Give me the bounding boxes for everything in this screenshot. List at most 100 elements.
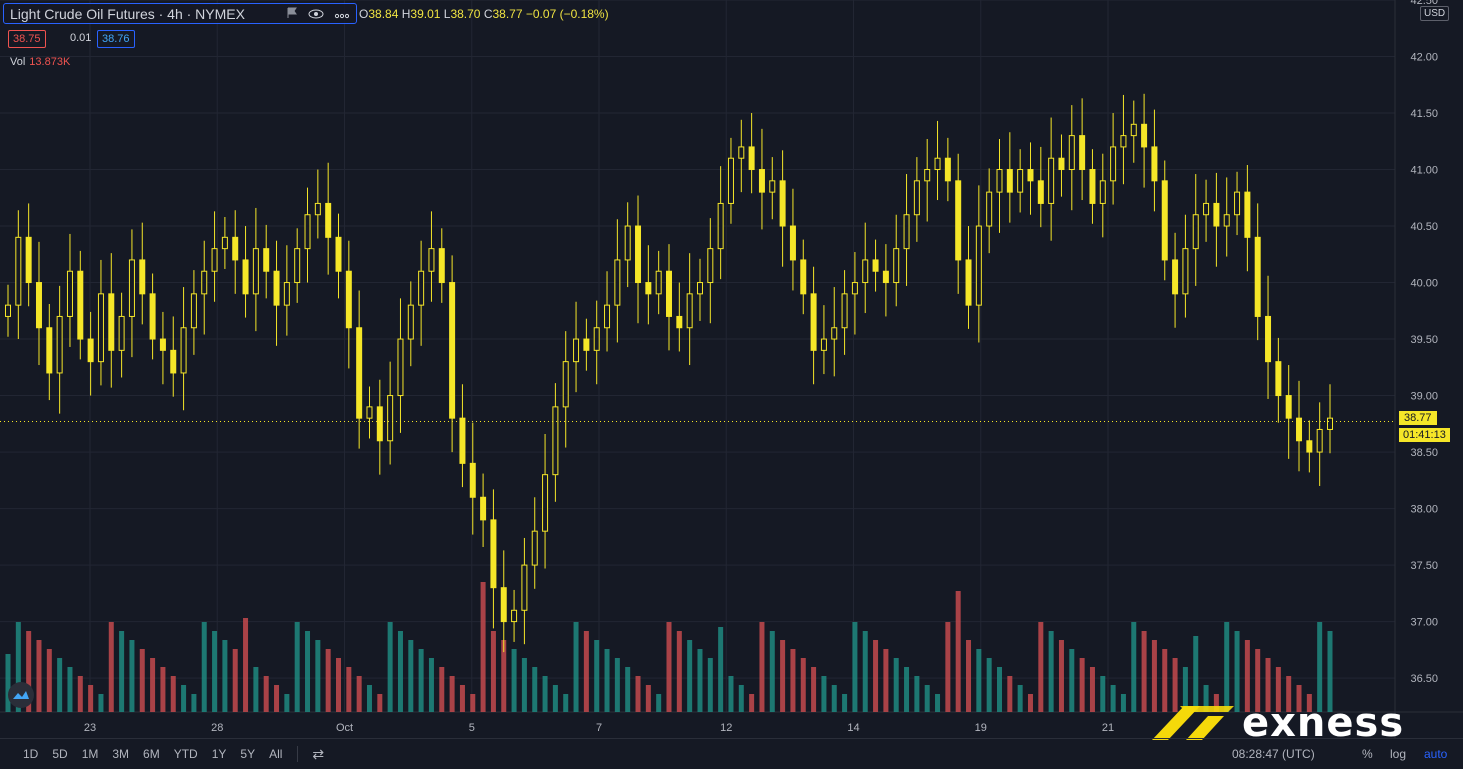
candle-body (552, 406, 559, 476)
range-button-1m[interactable]: 1M (81, 747, 99, 761)
eye-icon[interactable] (308, 6, 324, 22)
log-scale-toggle[interactable]: log (1390, 747, 1407, 761)
candle-body (15, 236, 22, 306)
low-label: L (443, 7, 451, 21)
calendar-range-icon[interactable]: ⇄ (312, 745, 325, 762)
percent-scale-toggle[interactable]: % (1362, 747, 1373, 761)
volume-bar (873, 640, 879, 712)
candle-body (924, 169, 931, 182)
volume-bar (150, 658, 156, 712)
candle-body (1079, 135, 1086, 171)
volume-bar (170, 676, 176, 712)
range-button-all[interactable]: All (269, 747, 283, 761)
volume-bar (1275, 667, 1281, 712)
volume-bar (594, 640, 600, 712)
volume-bar (521, 658, 527, 712)
range-button-1d[interactable]: 1D (23, 747, 39, 761)
candle-body (769, 180, 776, 193)
candle-body (975, 225, 982, 306)
volume-bar (26, 631, 32, 712)
volume-bar (966, 640, 972, 712)
x-tick-label: 7 (596, 722, 602, 734)
toolbar-divider (297, 746, 299, 762)
volume-bar (1182, 667, 1188, 712)
open-value: 38.84 (368, 7, 399, 21)
volume-bar (676, 631, 682, 712)
volume-bar (98, 694, 104, 712)
range-button-ytd[interactable]: YTD (173, 747, 198, 761)
utc-clock[interactable]: 08:28:47 (UTC) (1232, 747, 1315, 761)
volume-bar (563, 694, 569, 712)
volume-bar (201, 622, 207, 712)
more-options-icon[interactable] (334, 6, 350, 22)
volume-bar (1296, 685, 1302, 712)
volume-bar (852, 622, 858, 712)
exness-mark-icon (1152, 706, 1234, 740)
candle-body (428, 248, 435, 272)
candle-body (789, 225, 796, 261)
volume-bar (573, 622, 579, 712)
candle-body (118, 315, 125, 351)
candle-body (1172, 259, 1179, 295)
volume-bar (439, 667, 445, 712)
candle-body (366, 406, 373, 419)
candle-body (1151, 146, 1158, 182)
volume-bar (1079, 658, 1085, 712)
symbol-legend[interactable]: Light Crude Oil Futures · 4h · NYMEX (3, 3, 357, 24)
range-button-5y[interactable]: 5Y (240, 747, 256, 761)
volume-bar (1213, 694, 1219, 712)
candle-body (139, 259, 146, 295)
candle-body (1161, 180, 1168, 261)
volume-bar (904, 667, 910, 712)
volume-bar (1244, 640, 1250, 712)
candle-body (449, 282, 456, 419)
candle-body (1265, 315, 1272, 363)
tradingview-logo-icon[interactable] (8, 682, 34, 708)
volume-bar (88, 685, 94, 712)
candle-body (180, 327, 187, 374)
candle-body (1058, 157, 1065, 171)
buy-price-button[interactable]: 38.76 (97, 30, 135, 48)
volume-bar (697, 649, 703, 712)
volume-bar (1069, 649, 1075, 712)
volume-legend[interactable]: Vol 13.873K (10, 56, 70, 68)
candle-body (686, 293, 693, 329)
x-tick-label: 14 (847, 722, 859, 734)
volume-bar (1100, 676, 1106, 712)
volume-bar (15, 622, 21, 712)
sell-price-button[interactable]: 38.75 (8, 30, 46, 48)
volume-bar (935, 694, 941, 712)
candle-body (1099, 180, 1106, 204)
spread-value: 0.01 (70, 32, 92, 44)
volume-bar (346, 667, 352, 712)
candle-body (955, 180, 962, 261)
candle-body (66, 270, 73, 317)
candle-body (5, 304, 11, 317)
range-button-6m[interactable]: 6M (143, 747, 160, 761)
volume-bar (108, 622, 114, 712)
candle-body (469, 462, 476, 498)
flag-icon[interactable] (286, 6, 298, 22)
range-button-3m[interactable]: 3M (112, 747, 130, 761)
currency-badge[interactable]: USD (1420, 6, 1450, 21)
candle-body (418, 270, 425, 306)
candle-body (314, 202, 321, 216)
volume-bar (1224, 622, 1230, 712)
candle-body (738, 146, 745, 159)
volume-bar (604, 649, 610, 712)
volume-bar (1255, 649, 1261, 712)
volume-bar (759, 622, 765, 712)
x-tick-label: Oct (336, 722, 353, 734)
candle-body (1182, 248, 1189, 295)
volume-bar (831, 685, 837, 712)
candle-body (1327, 417, 1333, 430)
candle-body (232, 236, 239, 261)
range-button-5d[interactable]: 5D (52, 747, 68, 761)
range-button-1y[interactable]: 1Y (211, 747, 227, 761)
auto-scale-toggle[interactable]: auto (1424, 747, 1448, 761)
candle-body (1120, 135, 1127, 148)
volume-bar (842, 694, 848, 712)
volume-bar (769, 631, 775, 712)
candle-body (903, 214, 910, 250)
